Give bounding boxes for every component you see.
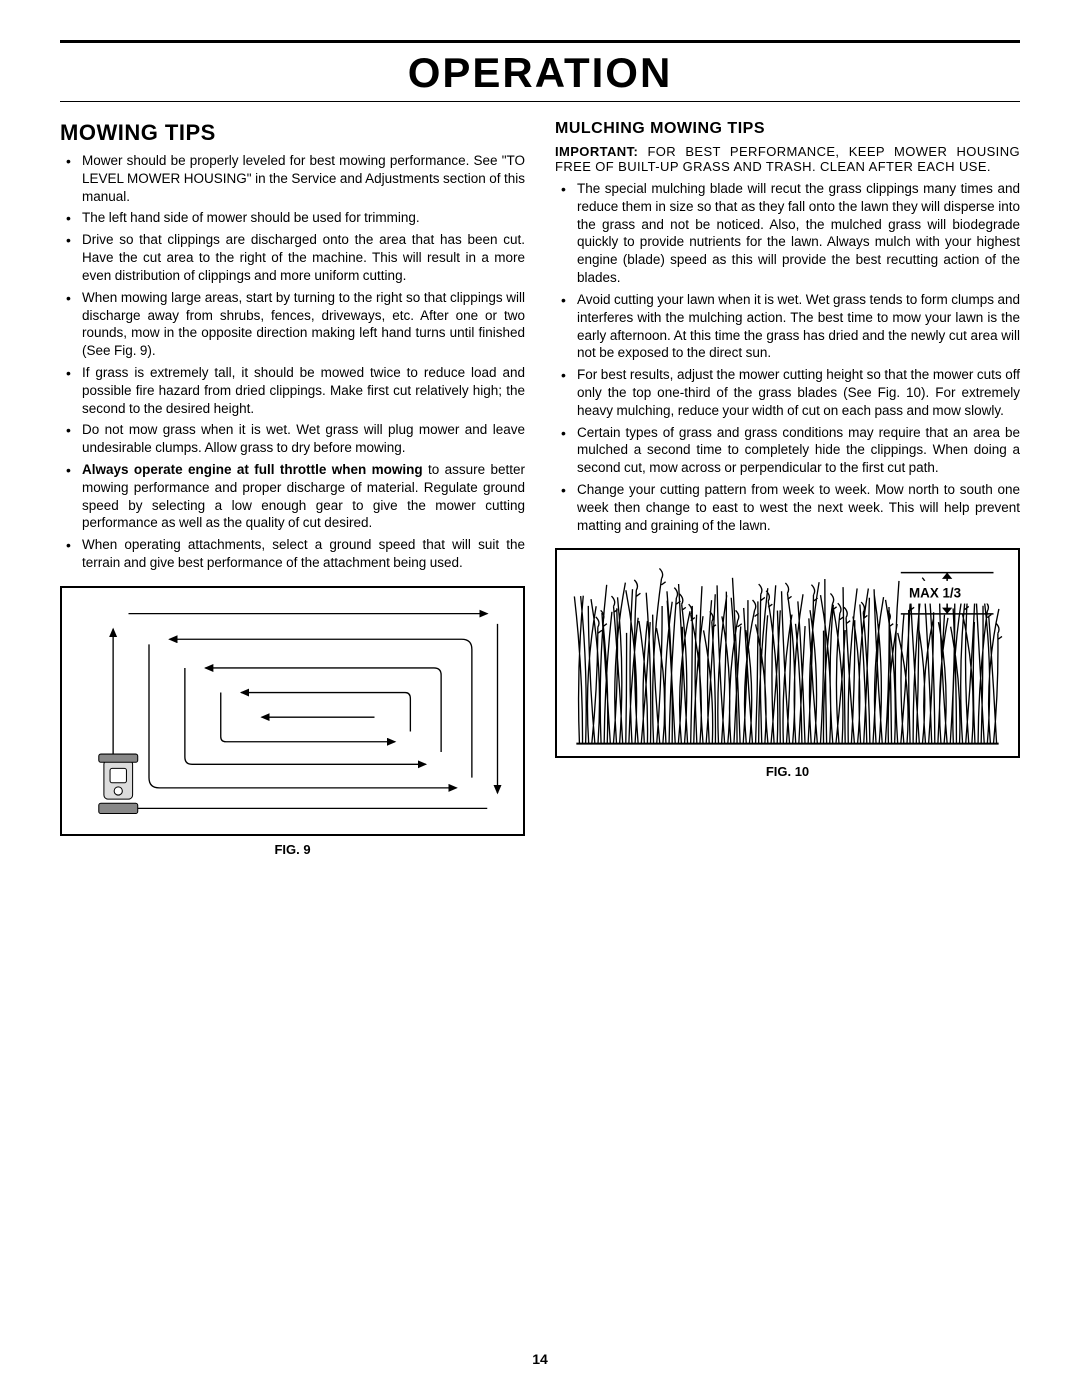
max-third-label: MAX 1/3 xyxy=(909,586,961,601)
mowing-tips-list: Mower should be properly leveled for bes… xyxy=(60,152,525,572)
top-rule-thick xyxy=(60,40,1020,43)
list-item: Drive so that clippings are discharged o… xyxy=(60,231,525,284)
list-item: The special mulching blade will recut th… xyxy=(555,180,1020,287)
mulching-tips-list: The special mulching blade will recut th… xyxy=(555,180,1020,534)
list-item: Do not mow grass when it is wet. Wet gra… xyxy=(60,421,525,457)
list-item: Change your cutting pattern from week to… xyxy=(555,481,1020,534)
page-number: 14 xyxy=(0,1351,1080,1367)
list-item: If grass is extremely tall, it should be… xyxy=(60,364,525,417)
list-item: When mowing large areas, start by turnin… xyxy=(60,289,525,360)
mulching-heading: MULCHING MOWING TIPS xyxy=(555,120,1020,138)
tractor-icon xyxy=(99,754,138,813)
list-item: Certain types of grass and grass conditi… xyxy=(555,424,1020,477)
list-item: For best results, adjust the mower cutti… xyxy=(555,366,1020,419)
left-column: MOWING TIPS Mower should be properly lev… xyxy=(60,120,525,857)
figure-10-box: MAX 1/3 xyxy=(555,548,1020,758)
right-column: MULCHING MOWING TIPS IMPORTANT: FOR BEST… xyxy=(555,120,1020,857)
mowing-pattern-diagram xyxy=(62,588,523,834)
list-item: The left hand side of mower should be us… xyxy=(60,209,525,227)
list-item: When operating attachments, select a gro… xyxy=(60,536,525,572)
list-item: Always operate engine at full throttle w… xyxy=(60,461,525,532)
mowing-tips-heading: MOWING TIPS xyxy=(60,120,525,146)
page-title: OPERATION xyxy=(60,49,1020,97)
figure-9-box xyxy=(60,586,525,836)
list-item: Mower should be properly leveled for bes… xyxy=(60,152,525,205)
top-rule-thin xyxy=(60,101,1020,102)
grass-max-third-diagram: MAX 1/3 xyxy=(557,550,1018,756)
important-note: IMPORTANT: FOR BEST PERFORMANCE, KEEP MO… xyxy=(555,144,1020,174)
fig10-caption: FIG. 10 xyxy=(555,764,1020,779)
two-column-layout: MOWING TIPS Mower should be properly lev… xyxy=(60,120,1020,857)
list-item: Avoid cutting your lawn when it is wet. … xyxy=(555,291,1020,362)
fig9-caption: FIG. 9 xyxy=(60,842,525,857)
